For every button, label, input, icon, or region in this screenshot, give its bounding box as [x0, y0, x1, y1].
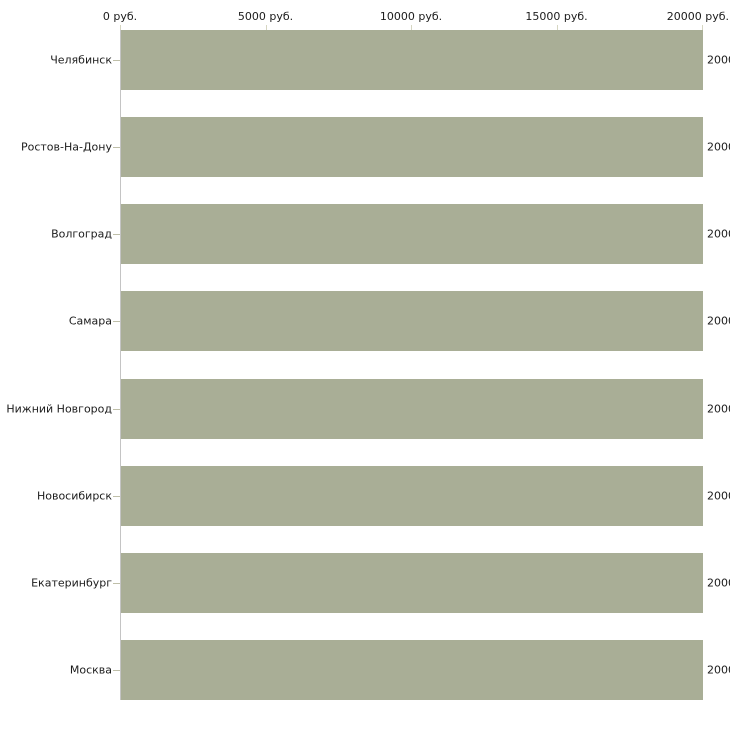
- category-label: Волгоград: [51, 227, 112, 241]
- category-label: Екатеринбург: [31, 576, 112, 590]
- category-label: Москва: [69, 663, 112, 677]
- bar-8: [121, 640, 703, 700]
- x-axis-tick-mark: [411, 25, 412, 30]
- category-label: Ростов-На-Дону: [20, 140, 112, 154]
- category-tick-mark: [113, 147, 120, 149]
- bar-4: [121, 291, 703, 352]
- category-tick-mark: [113, 495, 120, 497]
- bar-6: [121, 465, 703, 526]
- x-axis-tick-label: 0 руб.: [102, 10, 138, 23]
- category-tick-mark: [113, 670, 120, 671]
- bar-value-label: 20000: [707, 663, 730, 677]
- x-axis-tick-label: 5000 руб.: [237, 10, 294, 23]
- bar-3: [121, 204, 703, 265]
- bar-value-label: 20000: [707, 227, 730, 241]
- bar-value-label: 20000: [707, 140, 730, 154]
- bar-value-label: 20000: [707, 576, 730, 590]
- category-tick-mark: [113, 60, 120, 61]
- category-tick-mark: [113, 582, 120, 584]
- bar-value-label: 20000: [707, 314, 730, 328]
- category-tick-mark: [113, 321, 120, 323]
- category-label: Челябинск: [50, 53, 112, 67]
- bar-value-label: 20000: [707, 53, 730, 67]
- category-label: Новосибирск: [36, 489, 112, 503]
- bar-value-label: 20000: [707, 489, 730, 503]
- category-label: Нижний Новгород: [6, 402, 112, 416]
- x-axis-tick-label: 15000 руб.: [525, 10, 588, 23]
- bar-value-label: 20000: [707, 402, 730, 416]
- category-tick-mark: [113, 408, 120, 410]
- bar-5: [121, 378, 703, 439]
- category-tick-mark: [113, 234, 120, 236]
- bar-2: [121, 117, 703, 178]
- y-axis-line: [120, 25, 121, 700]
- x-axis-tick-label: 10000 руб.: [379, 10, 443, 23]
- bar-7: [121, 552, 703, 613]
- x-axis-tick-mark: [265, 25, 267, 30]
- category-label: Самара: [68, 314, 112, 328]
- bar-1: [121, 30, 703, 90]
- x-axis-tick-label: 20000 руб.: [666, 10, 729, 23]
- x-axis-tick-mark: [702, 25, 703, 30]
- x-axis-tick-mark: [556, 25, 558, 30]
- x-axis-tick-mark: [120, 25, 121, 30]
